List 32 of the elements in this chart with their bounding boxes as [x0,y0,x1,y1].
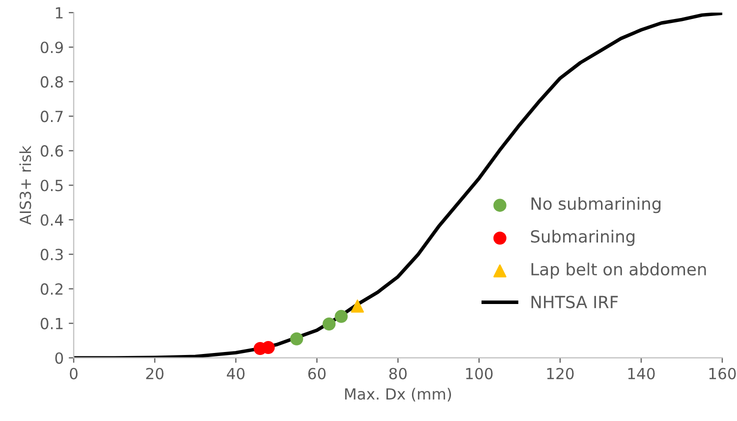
y-tick-label: 0.3 [40,248,63,260]
x-tick-label: 100 [466,368,493,380]
y-tick-label: 1 [56,7,63,18]
x-tick-label: 0 [70,368,78,380]
point [322,318,336,331]
y-tick-label: 0.2 [40,283,62,295]
x-tick-label: 60 [308,368,326,380]
legend-label: NHTSA IRF [532,296,618,308]
point [290,332,304,346]
x-tick-label: 20 [146,368,164,380]
y-tick-label: 0.4 [40,214,64,226]
y-tick-label: 0.8 [40,76,63,88]
legend-label: Lap belt on abdomen [532,262,706,279]
point [334,310,348,323]
y-tick-label: 0 [55,352,63,364]
x-tick-label: 120 [547,368,574,380]
y-tick-label: 0.1 [40,318,63,330]
y-tick-label: 0.5 [40,180,63,192]
y-axis-title: AIS3+ risk [19,146,32,225]
x-axis-title: Max. Dx (mm) [345,388,451,402]
x-tick-label: 160 [709,368,736,380]
y-tick-label: 0.7 [40,110,63,122]
point [262,340,275,354]
x-tick-label: 40 [226,368,245,380]
x-tick-label: 80 [389,368,407,380]
point [350,300,364,313]
line-series [74,12,722,358]
y-tick-label: 0.6 [40,145,64,157]
x-tick-label: 140 [628,368,655,380]
legend-label: No submarining [532,197,660,214]
y-tick-label: 0.9 [40,42,63,54]
legend-label: Submarining [531,230,634,246]
